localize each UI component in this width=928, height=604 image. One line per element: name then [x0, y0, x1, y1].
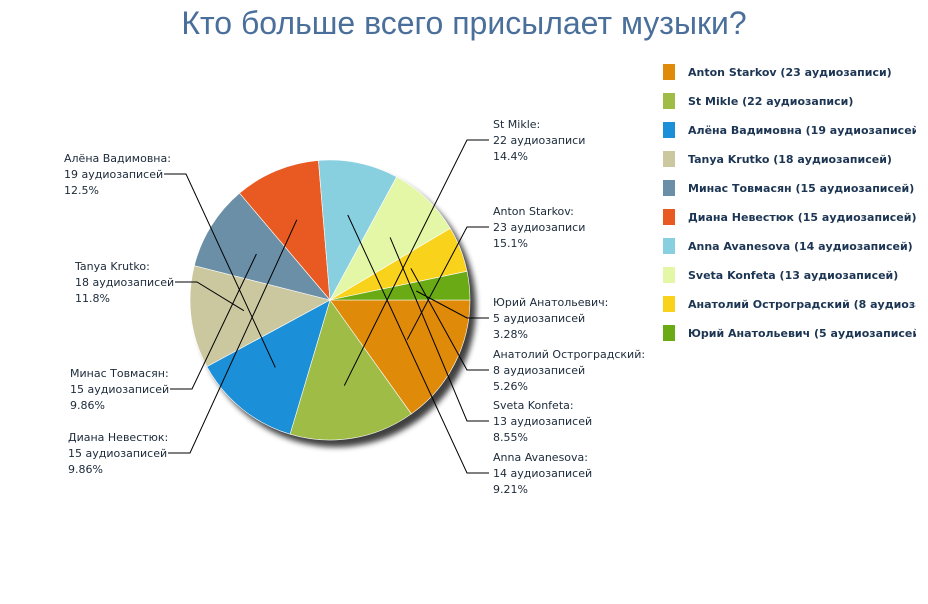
slice-label-алёна-вадимовна: Алёна Вадимовна: 19 аудиозаписей 12.5% [64, 152, 171, 197]
slice-label-диана-невестюк: Диана Невестюк: 15 аудиозаписей 9.86% [68, 431, 168, 476]
legend-item-anton-starkov: Anton Starkov (23 аудиозаписи) [663, 64, 892, 80]
legend-swatch [663, 238, 675, 254]
leader-line-минас-товмасян [170, 253, 257, 390]
legend-item-anna-avanesova: Anna Avanesova (14 аудиозаписей) [663, 238, 913, 254]
leader-line-tanya-krutko [175, 281, 245, 312]
legend-swatch [663, 296, 675, 312]
slice-label-anna-avanesova: Anna Avanesova: 14 аудиозаписей 9.21% [493, 451, 592, 496]
pie-slice-минас-товмасян [193, 192, 331, 301]
pie-slices [189, 159, 476, 447]
legend-item-st-mikle: St Mikle (22 аудиозаписи) [663, 93, 853, 109]
legend-item-юрий-анатольевич: Юрий Анатольевич (5 аудиозаписей) [663, 325, 925, 341]
slice-label-st-mikle: St Mikle: 22 аудиозаписи 14.4% [493, 118, 585, 163]
leader-line-st-mikle [343, 139, 489, 386]
slice-label-sveta-konfeta: Sveta Konfeta: 13 аудиозаписей 8.55% [493, 399, 592, 444]
legend-swatch [663, 325, 675, 341]
legend-label: Anna Avanesova (14 аудиозаписей) [688, 240, 913, 253]
legend-swatch [663, 93, 675, 109]
legend-item-анатолий-остроградский: Анатолий Остроградский (8 аудиозаписей) [663, 296, 928, 312]
legend-swatch [663, 180, 675, 196]
leader-line-диана-невестюк [168, 219, 298, 454]
legend-swatch [663, 151, 675, 167]
legend-item-минас-товмасян: Минас Товмасян (15 аудиозаписей) [663, 180, 914, 196]
leader-line-юрий-анатольевич [416, 290, 489, 319]
legend-label: Anton Starkov (23 аудиозаписи) [688, 66, 892, 79]
legend-label: Юрий Анатольевич (5 аудиозаписей) [688, 327, 925, 340]
pie-slice-диана-невестюк [239, 160, 331, 301]
legend-swatch [663, 122, 675, 138]
legend-label: Минас Товмасян (15 аудиозаписей) [688, 182, 914, 195]
legend-swatch [663, 267, 675, 283]
leader-line-anna-avanesova [347, 214, 489, 474]
slice-label-юрий-анатольевич: Юрий Анатольевич: 5 аудиозаписей 3.28% [493, 296, 608, 341]
pie-slice-алёна-вадимовна [206, 299, 331, 435]
label-leader-lines [164, 139, 489, 474]
legend-label: Анатолий Остроградский (8 аудиозаписей) [688, 298, 928, 311]
leader-line-анатолий-остроградский [410, 268, 489, 371]
legend-swatch [663, 209, 675, 225]
slice-labels: Anton Starkov: 23 аудиозаписи 15.1% St Mikl… [64, 118, 645, 496]
leader-line-sveta-konfeta [389, 237, 489, 422]
pie-slice-anna-avanesova [318, 159, 398, 302]
slice-label-anton-starkov: Anton Starkov: 23 аудиозаписи 15.1% [493, 205, 585, 250]
legend-item-диана-невестюк: Диана Невестюк (15 аудиозаписей) [663, 209, 917, 225]
legend: Anton Starkov (23 аудиозаписи) St Mikle (… [663, 64, 928, 341]
legend-item-sveta-konfeta: Sveta Konfeta (13 аудиозаписей) [663, 267, 898, 283]
slice-label-минас-товмасян: Минас Товмасян: 15 аудиозаписей 9.86% [70, 367, 169, 412]
legend-label: St Mikle (22 аудиозаписи) [688, 95, 853, 108]
leader-line-anton-starkov [406, 226, 489, 340]
pie-slice-st-mikle [289, 299, 412, 441]
legend-swatch [663, 64, 675, 80]
legend-item-tanya-krutko: Tanya Krutko (18 аудиозаписей) [663, 151, 892, 167]
slice-label-tanya-krutko: Tanya Krutko: 18 аудиозаписей 11.8% [74, 260, 174, 305]
legend-label: Tanya Krutko (18 аудиозаписей) [688, 153, 892, 166]
legend-label: Диана Невестюк (15 аудиозаписей) [688, 211, 917, 224]
legend-item-алёна-вадимовна: Алёна Вадимовна (19 аудиозаписей) [663, 122, 924, 138]
legend-label: Алёна Вадимовна (19 аудиозаписей) [688, 124, 924, 137]
pie-slice-anton-starkov [329, 299, 471, 415]
pie-slice-юрий-анатольевич [329, 270, 471, 301]
chart-title: Кто больше всего присылает музыки? [181, 5, 746, 41]
slice-label-анатолий-остроградский: Анатолий Остроградский: 8 аудиозаписей 5.2… [493, 348, 645, 393]
legend-label: Sveta Konfeta (13 аудиозаписей) [688, 269, 898, 282]
leader-line-алёна-вадимовна [164, 173, 276, 368]
